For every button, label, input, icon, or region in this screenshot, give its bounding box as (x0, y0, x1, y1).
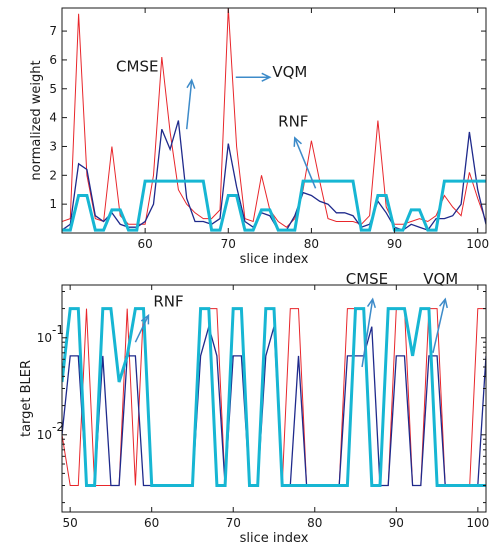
series-line-rnf (62, 307, 486, 487)
annotation-label: RNF (153, 293, 183, 311)
annotation-arrow-head (261, 72, 272, 82)
y-tick-label: 7 (49, 24, 57, 38)
annotation-arrow-head (439, 297, 448, 309)
x-tick-label: 100 (466, 516, 489, 530)
annotation-label: CMSE (346, 270, 388, 288)
y-tick-label: 2 (49, 168, 57, 182)
annotation-arrow-line (294, 137, 317, 189)
y-axis-label: normalized weight (29, 60, 44, 180)
x-tick-label: 90 (389, 516, 404, 530)
y-tick-label: 4 (49, 111, 57, 125)
axes-frame (61, 284, 487, 513)
annotation-label: CMSE (116, 57, 158, 75)
x-tick-label: 50 (63, 516, 78, 530)
x-tick-label: 80 (304, 237, 319, 251)
annotation-arrow-head (186, 78, 196, 89)
x-tick-label: 80 (307, 516, 322, 530)
axes-frame (61, 7, 487, 234)
y-tick-label: 6 (49, 53, 57, 67)
annotation-arrow-line (134, 315, 150, 343)
annotation-label: RNF (278, 112, 308, 130)
annotation-arrow-head (366, 297, 376, 309)
y-tick-label: 3 (49, 139, 57, 153)
series-line-cmse (62, 8, 486, 228)
y-tick-exponent: -1 (52, 323, 64, 337)
y-tick-label: 10 (37, 428, 52, 442)
y-tick-label: 10 (37, 331, 52, 345)
chart-panel-1: 60 70 80 90 100 1 2 3 4 5 6 7 slice index normalized … (29, 7, 489, 267)
annotation-arrow-head (140, 313, 150, 325)
x-tick-label: 60 (137, 237, 152, 251)
x-tick-label: 60 (144, 516, 159, 530)
y-axis-label: target BLER (19, 360, 34, 437)
annotation-arrow-head (293, 136, 302, 147)
x-axis-label: slice index (240, 531, 309, 546)
annotation-label: VQM (272, 63, 307, 81)
annotation-arrow-line (361, 299, 374, 368)
annotation-arrow-line (432, 299, 446, 353)
x-tick-label: 90 (387, 237, 402, 251)
y-tick-label: 1 (49, 197, 57, 211)
x-tick-label: 100 (466, 237, 489, 251)
x-axis-label: slice index (240, 252, 309, 267)
y-tick-exponent: -2 (52, 420, 64, 434)
series-line-rnf (62, 179, 486, 232)
x-tick-label: 70 (221, 237, 236, 251)
x-tick-label: 70 (226, 516, 241, 530)
y-tick-label: 5 (49, 82, 57, 96)
annotation-label: VQM (423, 270, 458, 288)
annotation-arrow-line (185, 80, 193, 130)
